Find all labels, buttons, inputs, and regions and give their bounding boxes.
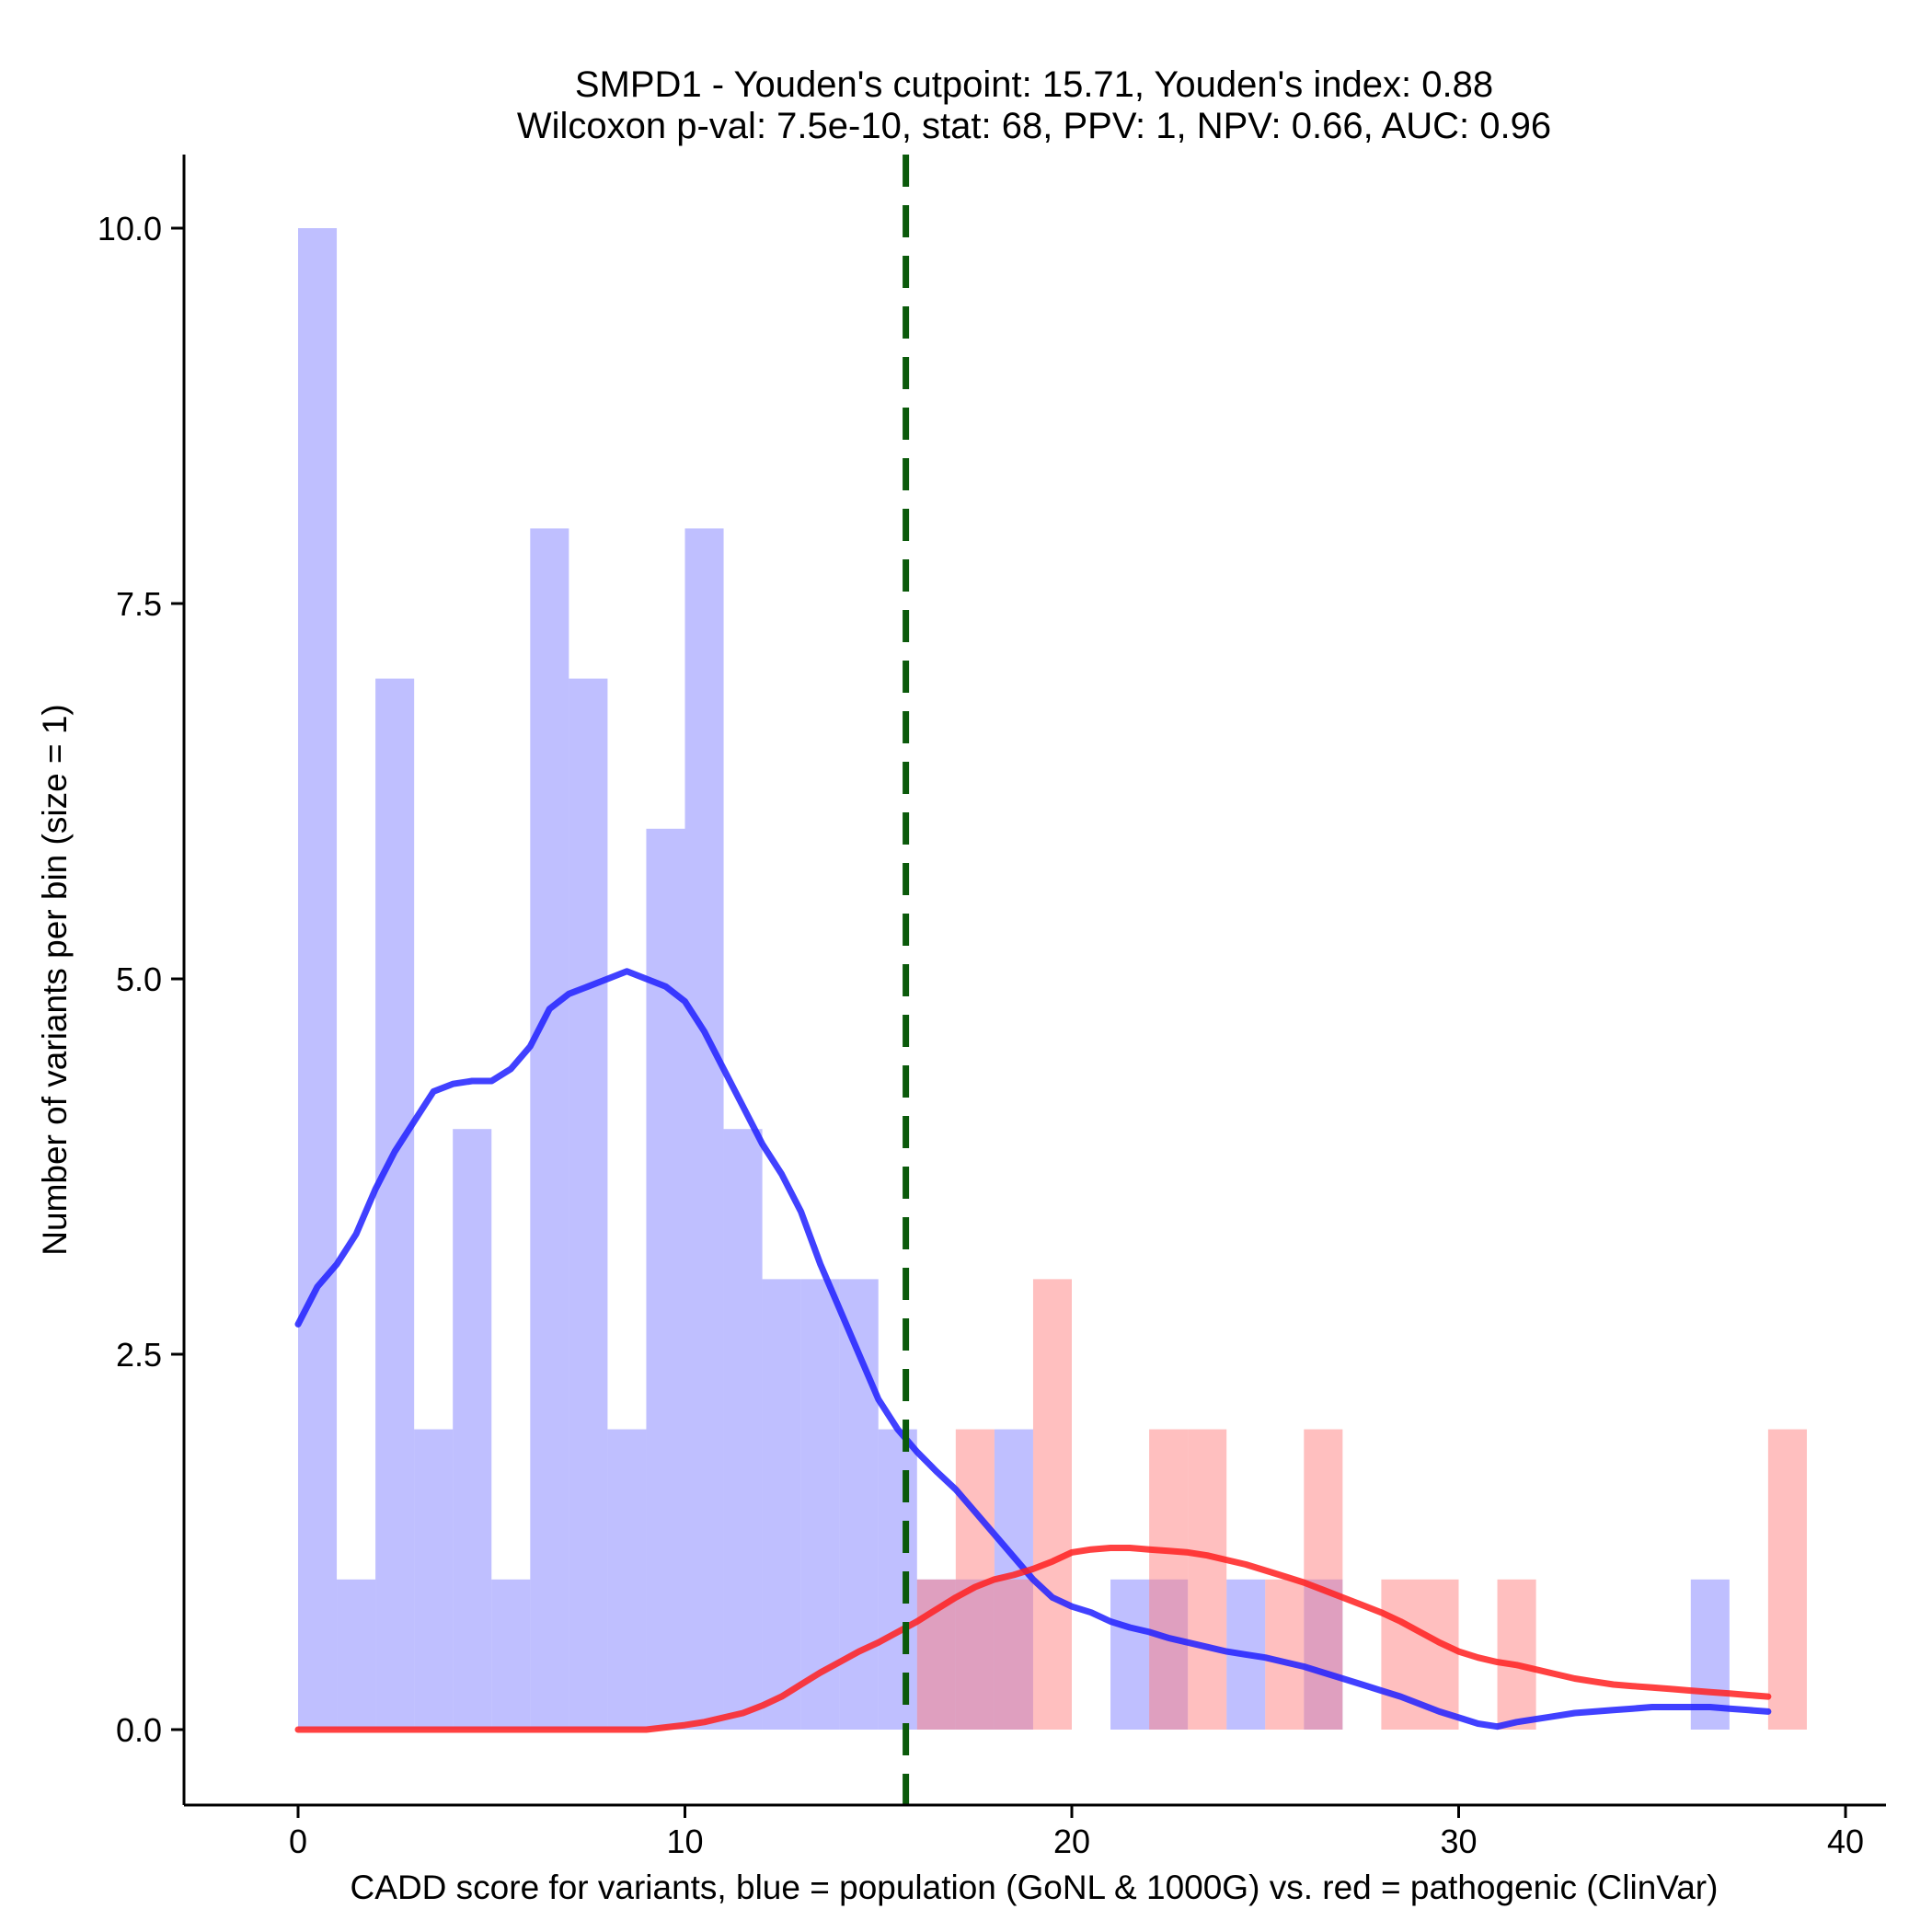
x-tick-label: 10 [666, 1823, 703, 1860]
pathogenic-density-curve [294, 1545, 1772, 1733]
density-curves [294, 968, 1772, 1733]
pathogenic-bar [1381, 1579, 1420, 1730]
population-bar [878, 1429, 917, 1730]
pathogenic-bar [994, 1579, 1033, 1730]
chart-subtitle: Wilcoxon p-val: 7.5e-10, stat: 68, PPV: … [517, 106, 1551, 146]
y-axis-label: Number of variants per bin (size = 1) [36, 704, 74, 1255]
axis-ticks: 0 10 20 30 40 0.0 2.5 5.0 7.5 10.0 [98, 210, 1864, 1860]
pathogenic-bar [1767, 1429, 1807, 1730]
y-tick-label: 0.0 [116, 1711, 162, 1749]
pathogenic-bar [1265, 1579, 1305, 1730]
population-bar [414, 1429, 454, 1730]
population-bar [1110, 1579, 1150, 1730]
population-bar [569, 678, 608, 1730]
pathogenic-bars [916, 1279, 1807, 1730]
x-tick-label: 0 [289, 1823, 307, 1860]
pathogenic-bar [1188, 1429, 1227, 1730]
population-bar [762, 1279, 801, 1730]
population-bar [646, 828, 685, 1730]
population-bar [800, 1279, 840, 1730]
population-bar [375, 678, 415, 1730]
y-tick-label: 10.0 [98, 210, 162, 247]
x-axis-label: CADD score for variants, blue = populati… [351, 1869, 1719, 1906]
population-bars [298, 228, 1730, 1730]
y-tick-label: 2.5 [116, 1336, 162, 1374]
pathogenic-bar [1149, 1429, 1189, 1730]
population-bar [337, 1579, 376, 1730]
population-density-curve [294, 968, 1772, 1731]
x-tick-label: 20 [1053, 1823, 1090, 1860]
population-bar [491, 1579, 531, 1730]
population-bar [298, 228, 338, 1730]
chart-title: SMPD1 - Youden's cutpoint: 15.71, Youden… [575, 64, 1493, 105]
pathogenic-bar [1497, 1579, 1536, 1730]
pathogenic-bar [1032, 1279, 1072, 1730]
y-tick-label: 5.0 [116, 960, 162, 998]
population-bar [723, 1129, 763, 1730]
x-tick-label: 30 [1440, 1823, 1477, 1860]
population-bar [684, 528, 724, 1730]
y-tick-label: 7.5 [116, 585, 162, 623]
population-bar [530, 528, 569, 1730]
x-tick-label: 40 [1827, 1823, 1864, 1860]
population-bar [607, 1429, 647, 1730]
pathogenic-bar [1304, 1429, 1343, 1730]
population-bar [453, 1129, 492, 1730]
